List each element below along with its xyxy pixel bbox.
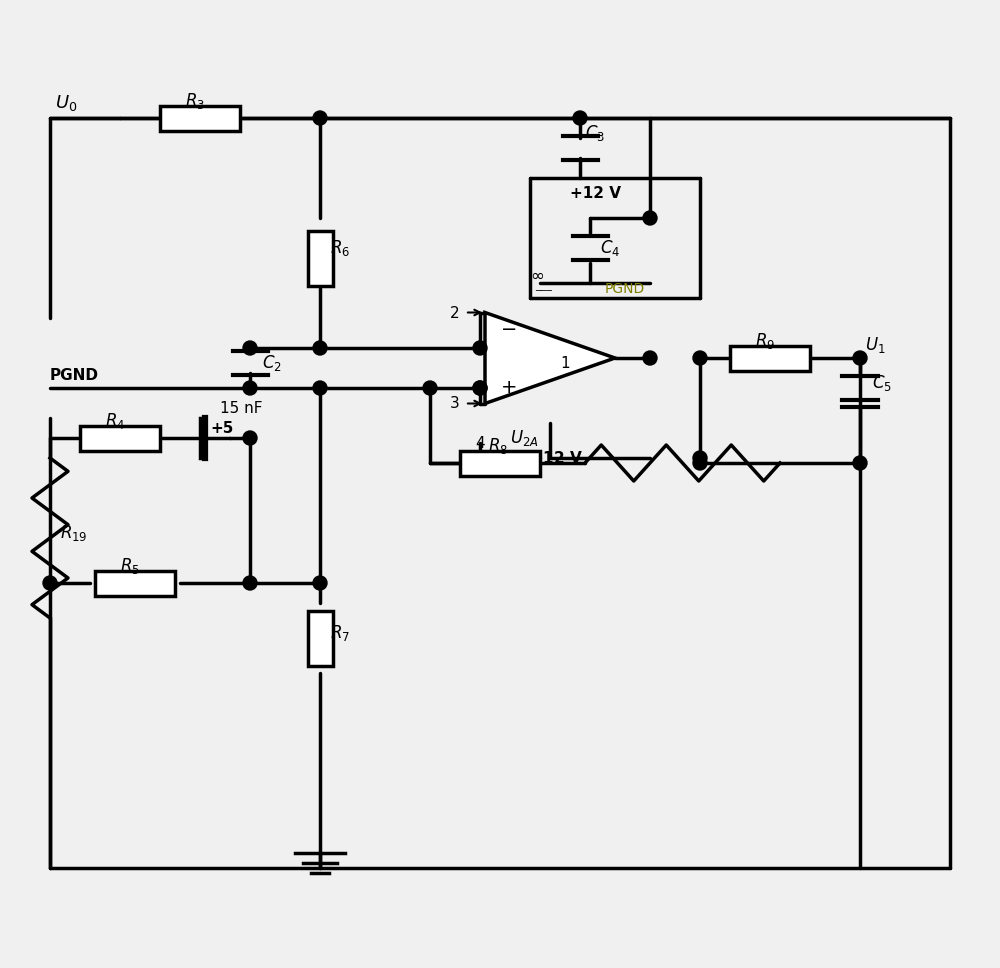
Polygon shape: [485, 313, 615, 404]
Text: $R_5$: $R_5$: [120, 556, 140, 576]
Text: $C_3$: $C_3$: [585, 123, 605, 143]
Text: $C_4$: $C_4$: [600, 238, 620, 258]
Text: PGND: PGND: [605, 282, 645, 296]
Text: $R_8$: $R_8$: [488, 436, 508, 456]
Circle shape: [473, 341, 487, 355]
Text: $U_0$: $U_0$: [55, 93, 77, 113]
Circle shape: [243, 341, 257, 355]
Text: $U_1$: $U_1$: [865, 335, 886, 355]
Circle shape: [573, 111, 587, 125]
Circle shape: [643, 351, 657, 365]
Bar: [80, 426, 160, 450]
Text: 4: 4: [475, 436, 485, 451]
Text: 1: 1: [560, 356, 570, 371]
Circle shape: [853, 456, 867, 470]
Circle shape: [473, 381, 487, 395]
Text: $R_6$: $R_6$: [330, 238, 350, 258]
Circle shape: [313, 341, 327, 355]
Bar: [95, 570, 175, 595]
Text: $R_{19}$: $R_{19}$: [60, 523, 88, 543]
Circle shape: [313, 576, 327, 590]
Circle shape: [853, 351, 867, 365]
Circle shape: [693, 451, 707, 465]
Text: $-$12 V: $-$12 V: [530, 450, 583, 466]
Circle shape: [693, 456, 707, 470]
Bar: [730, 346, 810, 371]
Circle shape: [313, 381, 327, 395]
Circle shape: [693, 351, 707, 365]
Text: 3: 3: [450, 397, 460, 411]
Text: $C_2$: $C_2$: [262, 353, 282, 373]
Bar: [460, 450, 540, 475]
Text: $R_9$: $R_9$: [755, 331, 775, 351]
Circle shape: [643, 211, 657, 225]
Text: $U_{2A}$: $U_{2A}$: [510, 428, 539, 448]
Circle shape: [243, 381, 257, 395]
Text: $-$: $-$: [500, 318, 516, 337]
Text: $+$: $+$: [500, 378, 516, 397]
Text: +12 V: +12 V: [570, 186, 621, 201]
Bar: [308, 611, 332, 666]
Circle shape: [43, 576, 57, 590]
Text: ___: ___: [535, 281, 552, 291]
Bar: [160, 106, 240, 131]
Text: $C_5$: $C_5$: [872, 373, 892, 393]
Text: $R_7$: $R_7$: [330, 623, 350, 643]
Text: $\infty$: $\infty$: [530, 266, 544, 284]
Text: PGND: PGND: [50, 368, 99, 383]
Text: +5: +5: [210, 421, 233, 436]
Circle shape: [243, 431, 257, 445]
Text: 15 nF: 15 nF: [220, 401, 262, 416]
Circle shape: [473, 381, 487, 395]
Text: $R_3$: $R_3$: [185, 91, 205, 111]
Circle shape: [423, 381, 437, 395]
Circle shape: [313, 111, 327, 125]
Text: 2: 2: [450, 306, 460, 320]
Bar: [308, 230, 332, 286]
Text: $R_4$: $R_4$: [105, 411, 125, 431]
Circle shape: [243, 576, 257, 590]
